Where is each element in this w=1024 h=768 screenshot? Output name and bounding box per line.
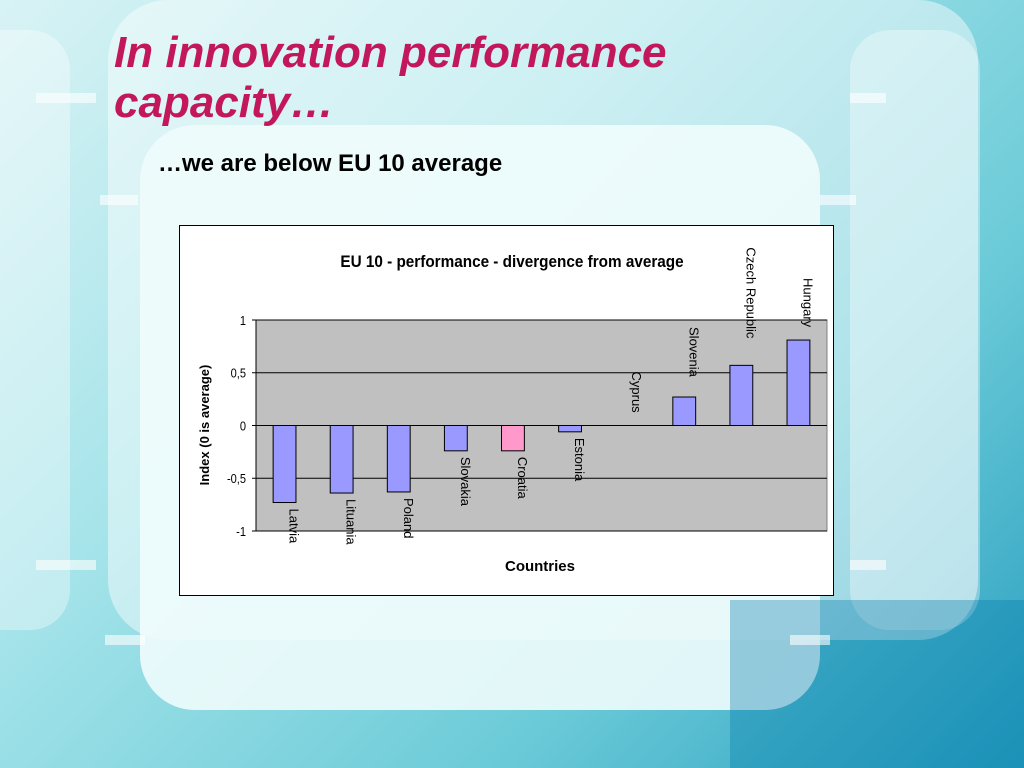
category-label: Poland: [401, 498, 416, 538]
decor-bar: [36, 93, 96, 103]
category-label: Estonia: [572, 438, 587, 482]
background-panel-right: [850, 30, 980, 630]
y-tick-label: 0: [240, 419, 246, 434]
background-panel-left: [0, 30, 70, 630]
background-accent-bottom: [730, 600, 1024, 768]
chart-title: EU 10 - performance - divergence from av…: [340, 252, 683, 271]
category-label: Czech Republic: [743, 247, 758, 339]
x-axis-label: Countries: [505, 558, 575, 575]
bar: [329, 425, 354, 494]
bar: [729, 364, 754, 427]
bar-chart: EU 10 - performance - divergence from av…: [197, 247, 828, 575]
decor-bar: [36, 560, 96, 570]
decor-bar: [820, 195, 856, 205]
decor-bar: [850, 560, 886, 570]
category-label: Lituania: [344, 499, 359, 545]
chart-frame: EU 10 - performance - divergence from av…: [179, 225, 834, 596]
y-tick-label: -0,5: [227, 471, 246, 486]
bar: [443, 425, 468, 452]
category-label: Slovakia: [458, 457, 473, 507]
y-tick-label: 1: [240, 313, 246, 328]
decor-bar: [790, 635, 830, 645]
category-label: Slovenia: [686, 327, 701, 378]
category-label: Hungary: [800, 278, 815, 328]
bar: [672, 396, 697, 426]
decor-bar: [850, 93, 886, 103]
slide-subtitle: …we are below EU 10 average: [158, 150, 503, 177]
slide-title: In innovation performance capacity…: [114, 28, 667, 127]
bar: [386, 425, 411, 493]
category-label: Croatia: [515, 457, 530, 500]
category-label: Cyprus: [629, 372, 644, 414]
bar: [272, 425, 297, 504]
bar: [558, 425, 582, 433]
y-tick-label: 0,5: [231, 366, 247, 381]
decor-bar: [100, 195, 138, 205]
bar: [786, 339, 811, 426]
bar: [501, 425, 525, 452]
decor-bar: [105, 635, 145, 645]
category-label: Latvia: [287, 509, 302, 544]
y-axis-label: Index (0 is average): [197, 365, 212, 486]
y-tick-label: -1: [236, 524, 246, 539]
